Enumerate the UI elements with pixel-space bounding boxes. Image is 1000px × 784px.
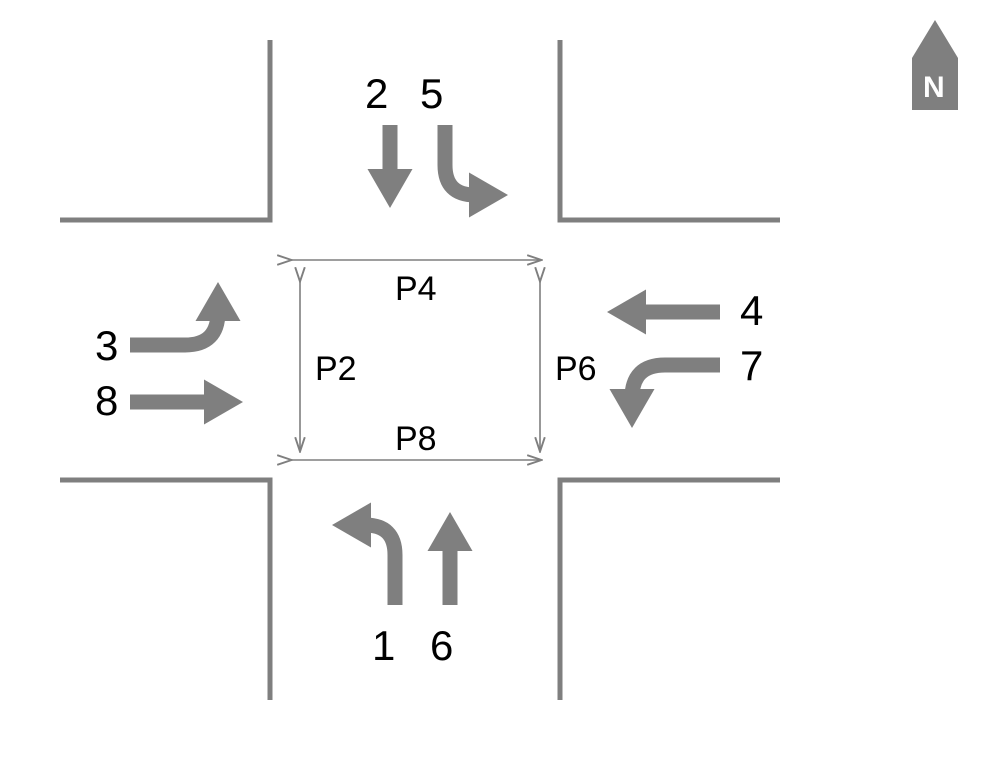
movement-5-arrow <box>445 125 490 195</box>
movement-1-arrow <box>350 525 395 605</box>
movement-7-label: 7 <box>740 342 763 389</box>
movement-5-label: 5 <box>420 70 443 117</box>
phase-p4-label: P4 <box>395 270 437 308</box>
intersection-diagram: P4 P8 P2 P6 2 5 4 7 1 6 3 8 N <box>0 0 1000 784</box>
compass-letter: N <box>923 71 945 104</box>
movement-8-label: 8 <box>95 377 118 424</box>
phase-p6-label: P6 <box>555 350 597 388</box>
movement-4-label: 4 <box>740 287 763 334</box>
phase-labels: P4 P8 P2 P6 <box>315 270 597 458</box>
phase-p2-label: P2 <box>315 350 357 388</box>
movement-arrows <box>130 125 720 605</box>
movement-1-label: 1 <box>372 622 395 669</box>
movement-6-label: 6 <box>430 622 453 669</box>
movement-3-label: 3 <box>95 322 118 369</box>
movement-3-arrow <box>130 300 218 345</box>
phase-p8-label: P8 <box>395 420 437 458</box>
compass-north: N <box>912 20 958 110</box>
movement-7-arrow <box>632 365 720 410</box>
movement-2-label: 2 <box>365 70 388 117</box>
